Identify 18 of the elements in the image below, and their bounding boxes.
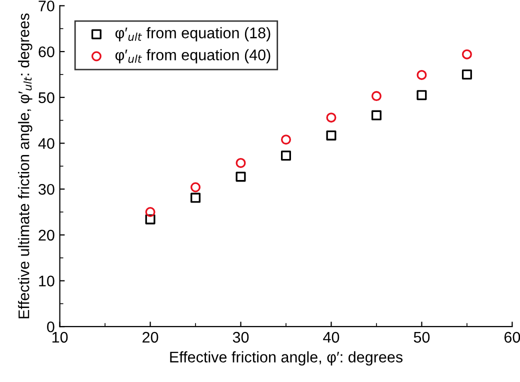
y-tick-label: 40 <box>38 138 54 149</box>
y-tick-label: 70 <box>38 0 54 12</box>
x-tick-label: 20 <box>142 332 158 343</box>
y-tick-label: 50 <box>38 92 54 104</box>
x-tick-label: 40 <box>323 332 340 343</box>
x-tick-label: 50 <box>414 332 430 343</box>
y-tick-label: 60 <box>38 46 54 58</box>
y-tick-label: 10 <box>39 276 54 286</box>
y-tick-label: 20 <box>38 230 54 241</box>
x-tick-label: 30 <box>232 332 249 343</box>
x-tick-label: 60 <box>504 332 520 343</box>
y-tick-label: 30 <box>38 184 54 195</box>
y-tick-label: 0 <box>47 321 54 332</box>
y-axis-title: Effective ultimate friction angle, φ′$_{ult}$: degrees <box>18 13 32 318</box>
x-axis-title: Effective friction angle, φ′: degrees <box>170 351 403 366</box>
x-tick-label: 10 <box>52 332 68 343</box>
legend-label: φ′$_{ult}$ from equation (40) <box>115 49 270 64</box>
legend-label: φ′$_{ult}$ from equation (18) <box>115 27 270 42</box>
